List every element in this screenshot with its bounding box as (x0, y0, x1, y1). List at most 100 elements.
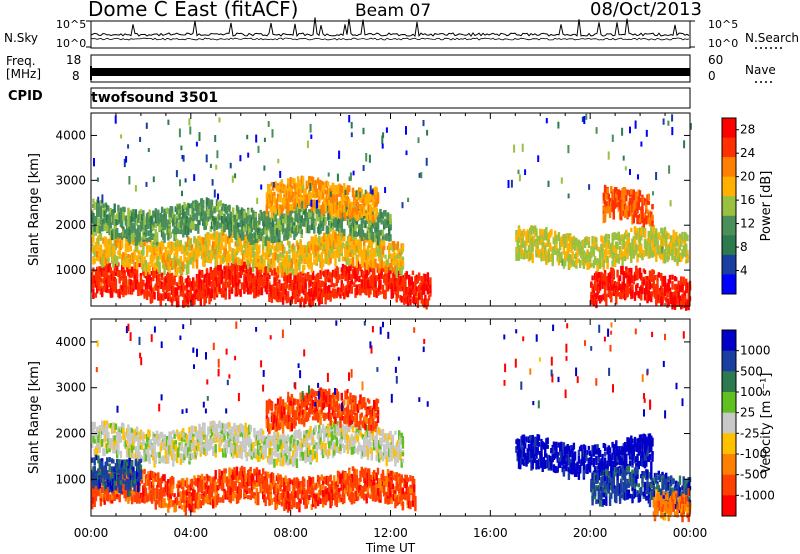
power-cell (621, 195, 624, 201)
power-cell (333, 250, 336, 256)
power-cell (326, 250, 330, 259)
power-cell (301, 276, 305, 286)
power-cell (218, 233, 221, 242)
power-cell (316, 283, 320, 292)
power-cell (153, 236, 156, 243)
power-cell (265, 281, 269, 290)
power-cell (537, 249, 541, 258)
power-cell (243, 225, 246, 232)
power-cell (250, 216, 254, 225)
power-cell (130, 213, 134, 222)
power-cell (360, 287, 363, 294)
power-cell (183, 295, 186, 300)
nave-label: Nave (745, 63, 776, 77)
power-cell (596, 285, 599, 295)
power-cell (260, 232, 264, 241)
power-cell (319, 254, 322, 261)
power-cell (632, 278, 635, 285)
power-cell (526, 250, 529, 259)
power-cell (213, 232, 216, 238)
power-cell (334, 257, 337, 267)
power-cell (224, 240, 227, 245)
power-cell (370, 223, 373, 229)
power-cell (260, 264, 264, 272)
power-cell (217, 286, 220, 295)
power-cell (330, 247, 333, 256)
power-cell (665, 240, 668, 249)
power-cell (325, 237, 328, 246)
power-cell (536, 235, 539, 246)
power-cell (680, 235, 683, 240)
power-cell (157, 209, 160, 216)
power-cell (516, 244, 519, 253)
power-cell (625, 195, 628, 202)
power-cell (92, 212, 95, 218)
power-cell (160, 206, 164, 214)
power-cell (672, 243, 675, 251)
power-cell (207, 234, 210, 239)
power-cell (172, 229, 175, 234)
power-cell (222, 281, 225, 288)
power-cell (275, 208, 279, 216)
power-cell (305, 293, 308, 302)
power-cell (636, 253, 639, 263)
power-cell (124, 252, 128, 261)
power-cell (661, 228, 664, 236)
power-cell (157, 292, 160, 301)
power-cell (308, 211, 311, 218)
power-cell (686, 282, 689, 293)
power-cell (673, 302, 677, 309)
power-cell (167, 277, 170, 287)
power-cell (135, 255, 139, 263)
power-cell (249, 235, 252, 245)
power-cell (199, 212, 202, 222)
power-cell (130, 222, 134, 230)
power-cell (150, 293, 154, 303)
power-cell (192, 293, 195, 301)
power-cell (306, 259, 310, 266)
power-cell (92, 288, 95, 299)
power-cell (265, 192, 269, 198)
power-cell (370, 279, 373, 287)
power-cell (125, 225, 129, 231)
power-cell (248, 240, 251, 247)
power-cell (114, 285, 118, 291)
power-cell (627, 246, 630, 253)
power-cell (96, 224, 99, 234)
power-cell (293, 253, 296, 258)
power-cell (633, 226, 637, 236)
power-cell (394, 256, 397, 261)
power-cell (663, 226, 667, 234)
power-cell (102, 285, 105, 292)
power-cell (598, 262, 602, 270)
power-cell (419, 282, 422, 287)
power-cell (119, 218, 123, 228)
power-cell (142, 243, 145, 253)
power-cell (174, 263, 177, 272)
power-cell (290, 205, 294, 211)
power-cell (242, 261, 245, 267)
power-cell (296, 218, 300, 224)
power-cell (620, 252, 623, 260)
power-cell (279, 213, 282, 220)
power-cell (595, 300, 598, 309)
power-cell (630, 267, 633, 272)
power-cell (311, 202, 315, 208)
power-cell (159, 222, 162, 228)
power-cell (276, 242, 280, 249)
power-cell (370, 206, 373, 212)
power-cell (620, 290, 623, 300)
power-cell (630, 271, 633, 278)
power-cell (607, 273, 610, 279)
power-cell (359, 234, 362, 244)
power-cell (240, 209, 244, 216)
power-cell (646, 281, 649, 291)
power-cell (180, 205, 184, 214)
power-cell (564, 243, 567, 249)
power-cell (358, 249, 361, 257)
power-cell (662, 292, 665, 301)
power-cell (319, 208, 322, 215)
power-cell (234, 269, 237, 279)
power-cell (210, 288, 214, 299)
power-cell (404, 283, 407, 293)
